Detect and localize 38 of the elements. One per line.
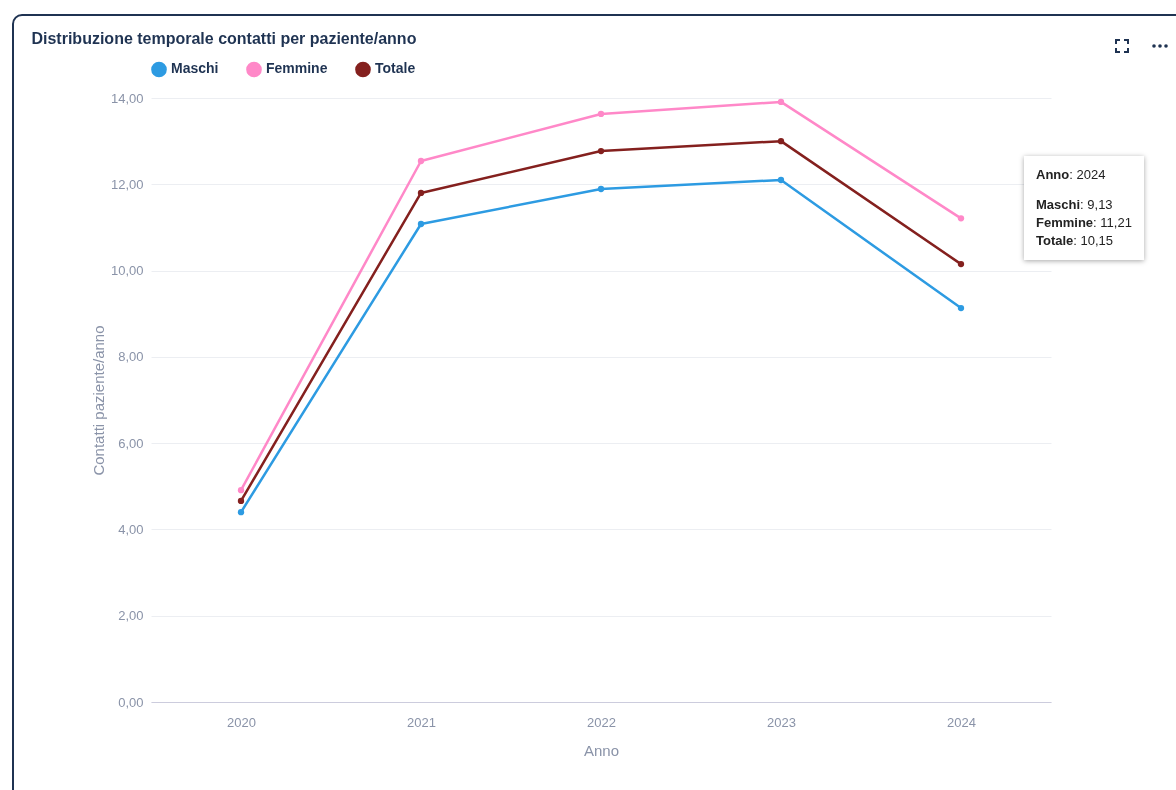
y-tick-label: 0,00 (118, 694, 144, 710)
y-tick-label: 6,00 (118, 435, 144, 451)
y-tick-label: 12,00 (110, 176, 144, 192)
y-tick-label: 10,00 (110, 263, 144, 279)
x-axis-title: Anno (583, 741, 620, 759)
x-tick-label: 2021 (407, 714, 436, 730)
y-tick-label: 8,00 (118, 349, 144, 365)
chart-title: Distribuzione temporale contatti per paziente/anno (31, 30, 417, 47)
point (777, 98, 785, 106)
point (597, 185, 605, 193)
point (597, 147, 605, 155)
point (417, 157, 425, 165)
x-tick-label: 2023 (767, 714, 796, 730)
x-tick-label: 2020 (227, 714, 256, 730)
point (777, 176, 785, 184)
legend-label: Femmine (266, 60, 328, 77)
annotation: Maschi: 9,13 (1036, 196, 1114, 214)
point (957, 260, 965, 268)
y-tick-label: 14,00 (110, 90, 144, 106)
point (597, 110, 605, 118)
point (237, 497, 245, 505)
legend-label: Maschi (171, 60, 219, 77)
point (957, 304, 965, 312)
y-tick-label: 4,00 (118, 521, 144, 537)
point (957, 215, 965, 222)
point (237, 509, 245, 516)
annotation: Totale: 10,15 (1036, 232, 1115, 250)
annotation: Anno: 2024 (1036, 166, 1107, 184)
point (777, 137, 785, 145)
x-tick-label: 2022 (587, 714, 616, 730)
x-tick-label: 2024 (947, 714, 976, 730)
y-tick-label: 2,00 (118, 608, 144, 624)
point (237, 487, 245, 494)
point (417, 189, 425, 197)
point (417, 220, 425, 228)
y-axis-title: Contatti paziente/anno (89, 325, 107, 476)
legend-label: Totale (375, 60, 416, 77)
annotation: Femmine: 11,21 (1036, 214, 1132, 232)
